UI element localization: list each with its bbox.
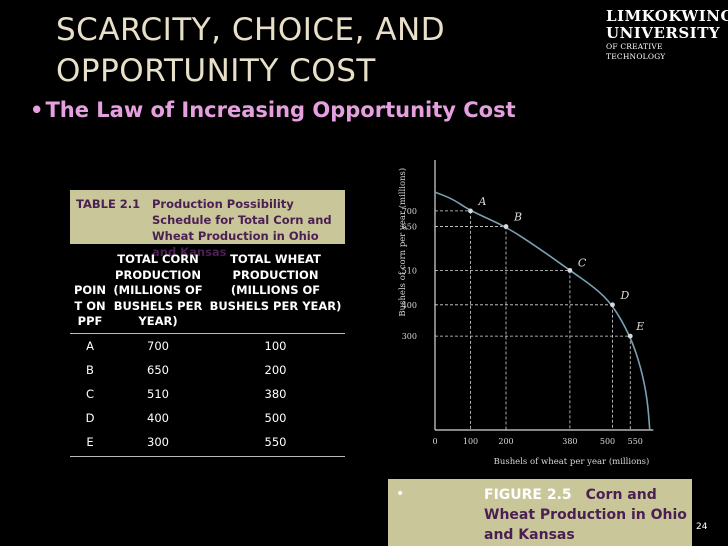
caption-figure-label: FIGURE 2.5 [484, 487, 572, 503]
table-label: TABLE 2.1 [76, 197, 141, 211]
point-label-c: C [578, 256, 587, 269]
y-tick-label: 650 [402, 223, 417, 232]
table-row: B 650 200 [70, 358, 345, 382]
x-tick-label: 200 [498, 437, 513, 446]
point-label-a: A [478, 195, 487, 208]
data-point-b [503, 224, 509, 229]
caption-bullet: • [396, 486, 405, 502]
table-row: E 300 550 [70, 430, 345, 454]
table-bottom-rule [70, 456, 345, 458]
x-tick-label: 500 [600, 437, 615, 446]
ppf-chart: A B C D E 700 650 510 400 300 0 100 200 380 500 550 Bush… [397, 160, 654, 467]
x-tick-label: 380 [562, 437, 577, 446]
header-wheat: TOTAL WHEAT PRODUCTION (MILLIONS OF BUSH… [209, 252, 342, 313]
logo-line-1: LIMKOKWING [606, 7, 728, 25]
bullet-dot: • [30, 98, 44, 122]
title-line-2: OPPORTUNITY COST [56, 53, 376, 89]
logo-line-3: OF CREATIVE TECHNOLOGY [606, 42, 666, 61]
y-tick-label: 510 [402, 266, 417, 275]
bullet-text: The Law of Increasing Opportunity Cost [45, 98, 516, 122]
cell-corn: 510 [147, 386, 169, 401]
cell-wheat: 380 [264, 386, 287, 401]
point-label-b: B [513, 211, 522, 224]
production-table: TABLE 2.1 Production Possibility Schedule… [70, 190, 345, 458]
figure-caption: • FIGURE 2.5 Corn and Wheat Production in… [388, 479, 692, 546]
cell-point: C [85, 386, 95, 401]
table-header-row: POIN T ON PPF TOTAL CORN PRODUCTION (MIL… [70, 252, 345, 334]
logo-line-2: UNIVERSITY [606, 24, 721, 42]
y-tick-label: 400 [402, 301, 417, 310]
university-logo: LIMKOKWING UNIVERSITY OF CREATIVE TECHNO… [606, 7, 728, 62]
table-row: D 400 500 [70, 406, 345, 430]
table-row: A 700 100 [70, 334, 345, 358]
cell-corn: 300 [147, 435, 169, 450]
cell-wheat: 550 [264, 435, 287, 450]
caption-text: FIGURE 2.5 Corn and Wheat Production in O… [484, 485, 692, 545]
data-point-e [627, 333, 633, 339]
y-tick-label: 300 [402, 332, 417, 341]
cell-wheat: 100 [264, 338, 287, 353]
data-point-a [468, 208, 473, 214]
caption-title: Corn and Wheat Production in Ohio and Ka… [484, 487, 687, 543]
table-row: C 510 380 [70, 382, 345, 406]
slide-title: SCARCITY, CHOICE, AND OPPORTUNITY COST [56, 10, 445, 92]
cell-wheat: 200 [264, 362, 287, 377]
cell-wheat: 500 [264, 411, 287, 426]
data-point-d [610, 302, 615, 308]
cell-corn: 700 [147, 338, 169, 353]
main-bullet: •The Law of Increasing Opportunity Cost [30, 98, 516, 122]
cell-corn: 400 [147, 411, 169, 426]
y-tick-label: 700 [402, 207, 417, 216]
page-number: 24 [696, 522, 708, 532]
x-tick-label: 550 [628, 437, 643, 446]
header-corn: TOTAL CORN PRODUCTION (MILLIONS OF BUSHE… [113, 252, 203, 328]
data-point-c [567, 267, 573, 273]
ppf-curve [434, 191, 651, 431]
x-axis-label: Bushels of wheat per year (millions) [494, 456, 650, 467]
point-label-e: E [635, 320, 644, 333]
table-title: Production Possibility Schedule for Tota… [152, 197, 332, 259]
title-line-1: SCARCITY, CHOICE, AND [56, 12, 446, 48]
cell-point: B [86, 362, 94, 377]
cell-corn: 650 [147, 362, 169, 377]
cell-point: A [86, 338, 94, 353]
y-axis-label: Bushels of corn per year (millions) [397, 168, 408, 317]
table-title-bar: TABLE 2.1 Production Possibility Schedule… [70, 190, 345, 259]
x-tick-label: 100 [463, 437, 478, 446]
point-label-d: D [620, 289, 630, 302]
cell-point: D [85, 411, 95, 426]
x-tick-label: 0 [432, 437, 437, 446]
cell-point: E [86, 435, 94, 450]
header-point: POIN T ON PPF [73, 283, 107, 328]
